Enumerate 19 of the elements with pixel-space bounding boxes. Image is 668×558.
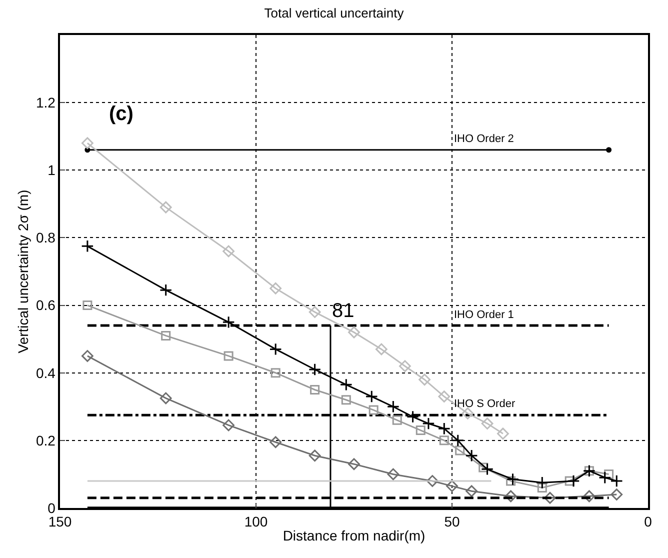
x-tick-label: 50 [444,514,460,530]
chart-title: Total vertical uncertainty [264,5,404,20]
annotation: 81 [332,300,354,322]
x-tick-label: 0 [644,514,652,530]
y-tick-label: 1.2 [36,94,56,110]
y-tick-label: 0.6 [36,297,56,314]
y-tick-label: 0.2 [36,432,56,448]
x-tick-label: 100 [244,514,268,530]
annotation: (c) [109,103,134,125]
series-label: IHO S Order [454,398,516,410]
x-tick-label: 150 [48,514,72,530]
x-axis-title: Distance from nadir(m) [282,527,426,544]
y-tick-label: 0 [48,500,56,516]
series-label: IHO Order 2 [454,133,514,145]
y-axis-title: Vertical uncertainty 2σ (m) [15,190,32,354]
series-label: IHO Order 1 [454,309,514,321]
y-tick-label: 0.8 [36,230,56,246]
y-tick-label: 0.4 [36,364,56,381]
y-tick-label: 1 [48,162,56,178]
